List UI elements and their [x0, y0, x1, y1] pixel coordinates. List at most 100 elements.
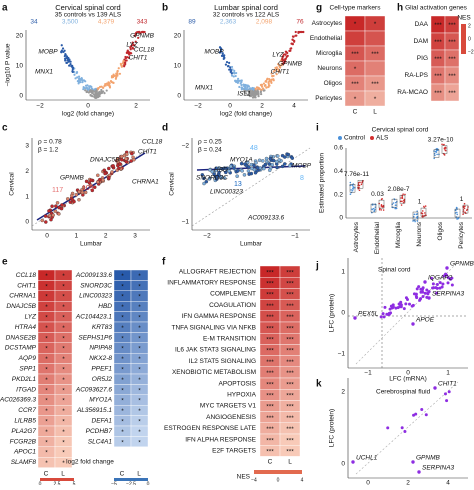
point: [81, 79, 84, 82]
significance: ***: [266, 303, 274, 310]
row-label: DAM: [414, 38, 428, 45]
significance: ***: [266, 426, 274, 433]
point: [236, 81, 239, 84]
point: [262, 82, 266, 85]
point: [240, 79, 243, 82]
point: [413, 213, 416, 216]
point: [400, 197, 402, 199]
point: [275, 73, 278, 76]
significance: ***: [286, 393, 294, 400]
point: [391, 305, 395, 309]
point: [114, 74, 118, 77]
point: [101, 178, 105, 182]
x-tick-label: Pericytes: [458, 221, 465, 248]
point: [407, 302, 411, 306]
point: [282, 53, 285, 56]
point: [107, 82, 110, 85]
x-tick-label: −2: [203, 233, 211, 240]
point: [240, 83, 243, 87]
row-label: E-M TRANSITION: [203, 336, 256, 343]
significance: *: [62, 429, 65, 436]
y-tick-label: 0: [341, 461, 345, 468]
gene-label: CHIT1: [271, 69, 290, 76]
point: [246, 165, 251, 169]
box: [399, 194, 406, 204]
gene-label: SERPINA3: [432, 291, 465, 298]
point: [71, 68, 74, 71]
significance: ***: [266, 292, 274, 299]
point: [260, 85, 264, 88]
point: [265, 78, 269, 81]
point: [40, 218, 45, 223]
point: [72, 199, 76, 204]
point: [372, 207, 375, 210]
column-label: L: [137, 471, 141, 478]
panel-label: e: [2, 257, 8, 268]
significance: ***: [434, 39, 442, 46]
row-label: AL356915.1: [76, 407, 112, 414]
row-label: DNASE2B: [6, 334, 37, 341]
point: [403, 429, 407, 433]
significance: ***: [266, 325, 274, 332]
column-label: C: [120, 471, 125, 478]
point: [267, 83, 271, 87]
point: [233, 69, 236, 72]
point: [125, 152, 129, 157]
significance: *: [121, 294, 124, 301]
row-label: IFN ALPHA RESPONSE: [185, 436, 256, 443]
point: [243, 84, 246, 87]
significance: *: [45, 408, 48, 415]
point: [281, 55, 284, 58]
point: [75, 71, 78, 75]
y-axis-label: Cervical: [169, 172, 176, 196]
legend-tick: −2: [468, 49, 474, 55]
significance: ***: [266, 404, 274, 411]
x-tick-label: Astrocytes: [353, 221, 360, 252]
significance: *: [45, 398, 48, 405]
x-tick-label: Microglia: [395, 222, 402, 248]
point: [252, 163, 256, 168]
row-label: Oligos: [324, 80, 343, 87]
point: [450, 283, 454, 287]
point: [435, 291, 439, 295]
row-label: TNFA SIGNALING VIA NFKB: [171, 324, 256, 331]
point: [260, 92, 263, 96]
point: [258, 87, 261, 90]
point: [352, 188, 354, 190]
significance: *: [62, 356, 65, 363]
point: [389, 311, 393, 315]
x-axis-label: log2 (fold change): [220, 111, 272, 118]
significance: *: [121, 367, 124, 374]
point: [69, 63, 72, 66]
significance: *: [45, 346, 48, 353]
gene-label: MOBP: [292, 163, 312, 170]
point: [98, 90, 101, 93]
point: [120, 158, 124, 162]
point: [463, 207, 466, 210]
point: [412, 220, 414, 222]
legend-tick: 0: [147, 481, 150, 485]
point: [44, 220, 48, 224]
point: [400, 204, 403, 206]
point: [404, 296, 408, 300]
significance: *: [354, 66, 357, 73]
gene-label: SNORD3C: [196, 175, 228, 182]
significance: *: [138, 315, 141, 322]
point: [416, 213, 419, 215]
row-label: SEPHS1P6: [78, 334, 112, 341]
point: [220, 48, 223, 51]
box: [454, 208, 461, 218]
point: [264, 83, 267, 87]
x-tick-label: 1: [75, 233, 79, 240]
point: [105, 89, 108, 92]
point: [108, 86, 112, 89]
point: [394, 204, 397, 206]
row-label: IL6 JAK STAT3 SIGNALING: [175, 347, 256, 354]
significance: *: [138, 294, 141, 301]
point: [250, 166, 254, 171]
point: [94, 95, 98, 98]
p-value: 2.08e-7: [387, 186, 409, 193]
point: [456, 211, 458, 214]
significance: ***: [266, 281, 274, 288]
point: [286, 152, 291, 157]
